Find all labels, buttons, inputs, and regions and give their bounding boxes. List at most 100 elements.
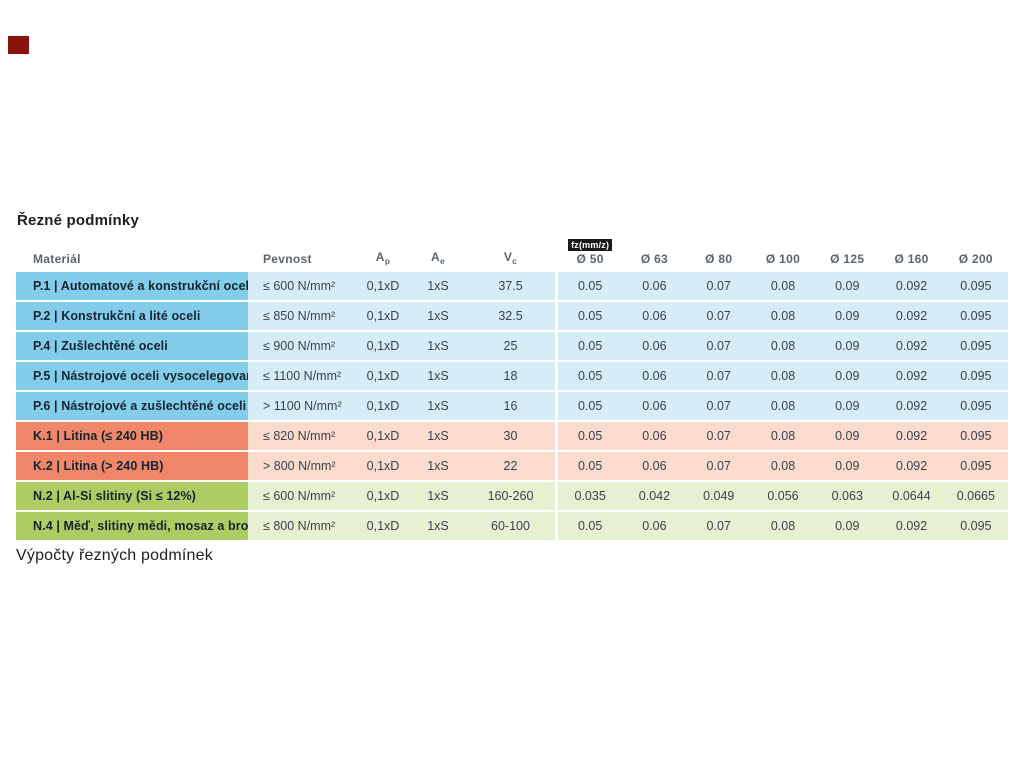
vc-cell: 18 <box>466 362 555 390</box>
fz-value: 0.05 <box>577 459 603 473</box>
fz-value: 0.095 <box>960 279 992 293</box>
ap-cell: 0,1xD <box>356 332 410 360</box>
fz-value: 0.08 <box>770 459 796 473</box>
header-diameter-63: Ø 63 <box>622 239 686 266</box>
fz-value: 0.092 <box>895 339 928 353</box>
table-rows: P.1 | Automatové a konstrukční oceli ≤ 6… <box>16 272 1008 540</box>
diameter-label: Ø 50 <box>576 252 604 266</box>
fz-value: 0.07 <box>706 339 731 353</box>
ap-cell: 0,1xD <box>356 392 410 420</box>
ae-cell: 1xS <box>410 272 466 300</box>
vc-cell: 32.5 <box>466 302 555 330</box>
ap-cell: 0,1xD <box>356 452 410 480</box>
fz-value: 0.05 <box>577 369 603 383</box>
header-diameter-100: Ø 100 <box>751 239 815 266</box>
fz-value: 0.09 <box>835 279 860 293</box>
table-row: P.1 | Automatové a konstrukční oceli ≤ 6… <box>16 272 1008 300</box>
vc-cell: 22 <box>466 452 555 480</box>
header-ap: Ap <box>356 250 410 266</box>
pevnost-cell: ≤ 600 N/mm² <box>248 272 356 300</box>
diameter-label: Ø 125 <box>830 252 865 266</box>
diameter-label: Ø 160 <box>894 252 929 266</box>
header-diameter-group: fz(mm/z) Ø 50 Ø 63 Ø 80 Ø 100 Ø 125 Ø 16… <box>558 239 1008 266</box>
fz-unit-badge: fz(mm/z) <box>568 239 613 251</box>
material-cell: P.2 | Konstrukční a lité oceli <box>16 302 248 330</box>
material-cell: P.5 | Nástrojové oceli vysocelegované <box>16 362 248 390</box>
material-cell: K.2 | Litina (> 240 HB) <box>16 452 248 480</box>
vc-cell: 37.5 <box>466 272 555 300</box>
table-header-row: Materiál Pevnost Ap Ae Vc fz(mm/z) Ø 50 … <box>16 228 1008 272</box>
table-row: P.5 | Nástrojové oceli vysocelegované ≤ … <box>16 362 1008 390</box>
ae-cell: 1xS <box>410 452 466 480</box>
material-cell: P.6 | Nástrojové a zušlechtěné oceli <box>16 392 248 420</box>
fz-value: 0.042 <box>638 489 671 503</box>
header-material: Materiál <box>33 252 81 266</box>
ap-cell: 0,1xD <box>356 362 410 390</box>
fz-value: 0.092 <box>895 369 928 383</box>
fz-cells: 0.05 0.06 0.07 0.08 0.09 0.092 0.095 <box>558 392 1008 420</box>
fz-value: 0.092 <box>895 519 928 533</box>
fz-value: 0.09 <box>835 339 860 353</box>
fz-value: 0.09 <box>835 429 860 443</box>
material-cell: P.4 | Zušlechtěné oceli <box>16 332 248 360</box>
ap-cell: 0,1xD <box>356 512 410 540</box>
fz-value: 0.095 <box>960 519 992 533</box>
fz-value: 0.08 <box>770 309 796 323</box>
header-diameter-80: Ø 80 <box>687 239 751 266</box>
diameter-label: Ø 80 <box>705 252 733 266</box>
fz-cells: 0.05 0.06 0.07 0.08 0.09 0.092 0.095 <box>558 512 1008 540</box>
fz-cells: 0.05 0.06 0.07 0.08 0.09 0.092 0.095 <box>558 422 1008 450</box>
pevnost-cell: ≤ 800 N/mm² <box>248 512 356 540</box>
header-vc-base: V <box>503 250 513 264</box>
column-divider <box>555 302 558 330</box>
ae-cell: 1xS <box>410 512 466 540</box>
column-divider <box>555 332 558 360</box>
ae-cell: 1xS <box>410 302 466 330</box>
table-row: K.2 | Litina (> 240 HB) > 800 N/mm² 0,1x… <box>16 452 1008 480</box>
fz-value: 0.08 <box>770 519 796 533</box>
fz-value: 0.06 <box>642 399 667 413</box>
header-vc: Vc <box>466 250 555 266</box>
fz-value: 0.08 <box>770 339 796 353</box>
fz-value: 0.095 <box>960 339 992 353</box>
red-accent-mark <box>8 36 29 54</box>
fz-value: 0.05 <box>577 519 603 533</box>
pevnost-cell: ≤ 600 N/mm² <box>248 482 356 510</box>
fz-value: 0.056 <box>767 489 799 503</box>
ae-cell: 1xS <box>410 332 466 360</box>
ae-cell: 1xS <box>410 422 466 450</box>
header-pevnost: Pevnost <box>263 252 312 266</box>
table-row: P.6 | Nástrojové a zušlechtěné oceli > 1… <box>16 392 1008 420</box>
header-diameter-160: Ø 160 <box>879 239 943 266</box>
fz-value: 0.06 <box>642 279 667 293</box>
fz-value: 0.0644 <box>892 489 931 503</box>
vc-cell: 30 <box>466 422 555 450</box>
fz-value: 0.095 <box>960 369 992 383</box>
fz-value: 0.05 <box>577 339 603 353</box>
fz-value: 0.05 <box>577 399 603 413</box>
fz-value: 0.092 <box>895 429 928 443</box>
fz-value: 0.092 <box>895 459 928 473</box>
fz-value: 0.07 <box>706 459 731 473</box>
fz-value: 0.06 <box>642 369 667 383</box>
fz-value: 0.035 <box>574 489 606 503</box>
header-diameter-200: Ø 200 <box>944 239 1008 266</box>
header-diameter-125: Ø 125 <box>815 239 879 266</box>
table-row: P.4 | Zušlechtěné oceli ≤ 900 N/mm² 0,1x… <box>16 332 1008 360</box>
fz-value: 0.05 <box>577 279 603 293</box>
diameter-label: Ø 63 <box>640 252 669 266</box>
fz-value: 0.07 <box>706 519 731 533</box>
pevnost-cell: > 1100 N/mm² <box>248 392 356 420</box>
pevnost-cell: ≤ 850 N/mm² <box>248 302 356 330</box>
material-cell: P.1 | Automatové a konstrukční oceli <box>16 272 248 300</box>
fz-value: 0.0665 <box>956 489 995 503</box>
material-cell: K.1 | Litina (≤ 240 HB) <box>16 422 248 450</box>
fz-value: 0.063 <box>831 489 863 503</box>
ap-cell: 0,1xD <box>356 422 410 450</box>
fz-value: 0.08 <box>770 399 796 413</box>
table-row: K.1 | Litina (≤ 240 HB) ≤ 820 N/mm² 0,1x… <box>16 422 1008 450</box>
diameter-label: Ø 200 <box>958 252 993 266</box>
fz-value: 0.09 <box>835 459 860 473</box>
fz-value: 0.07 <box>706 399 731 413</box>
table-row: N.4 | Měď, slitiny mědi, mosaz a bronz ≤… <box>16 512 1008 540</box>
